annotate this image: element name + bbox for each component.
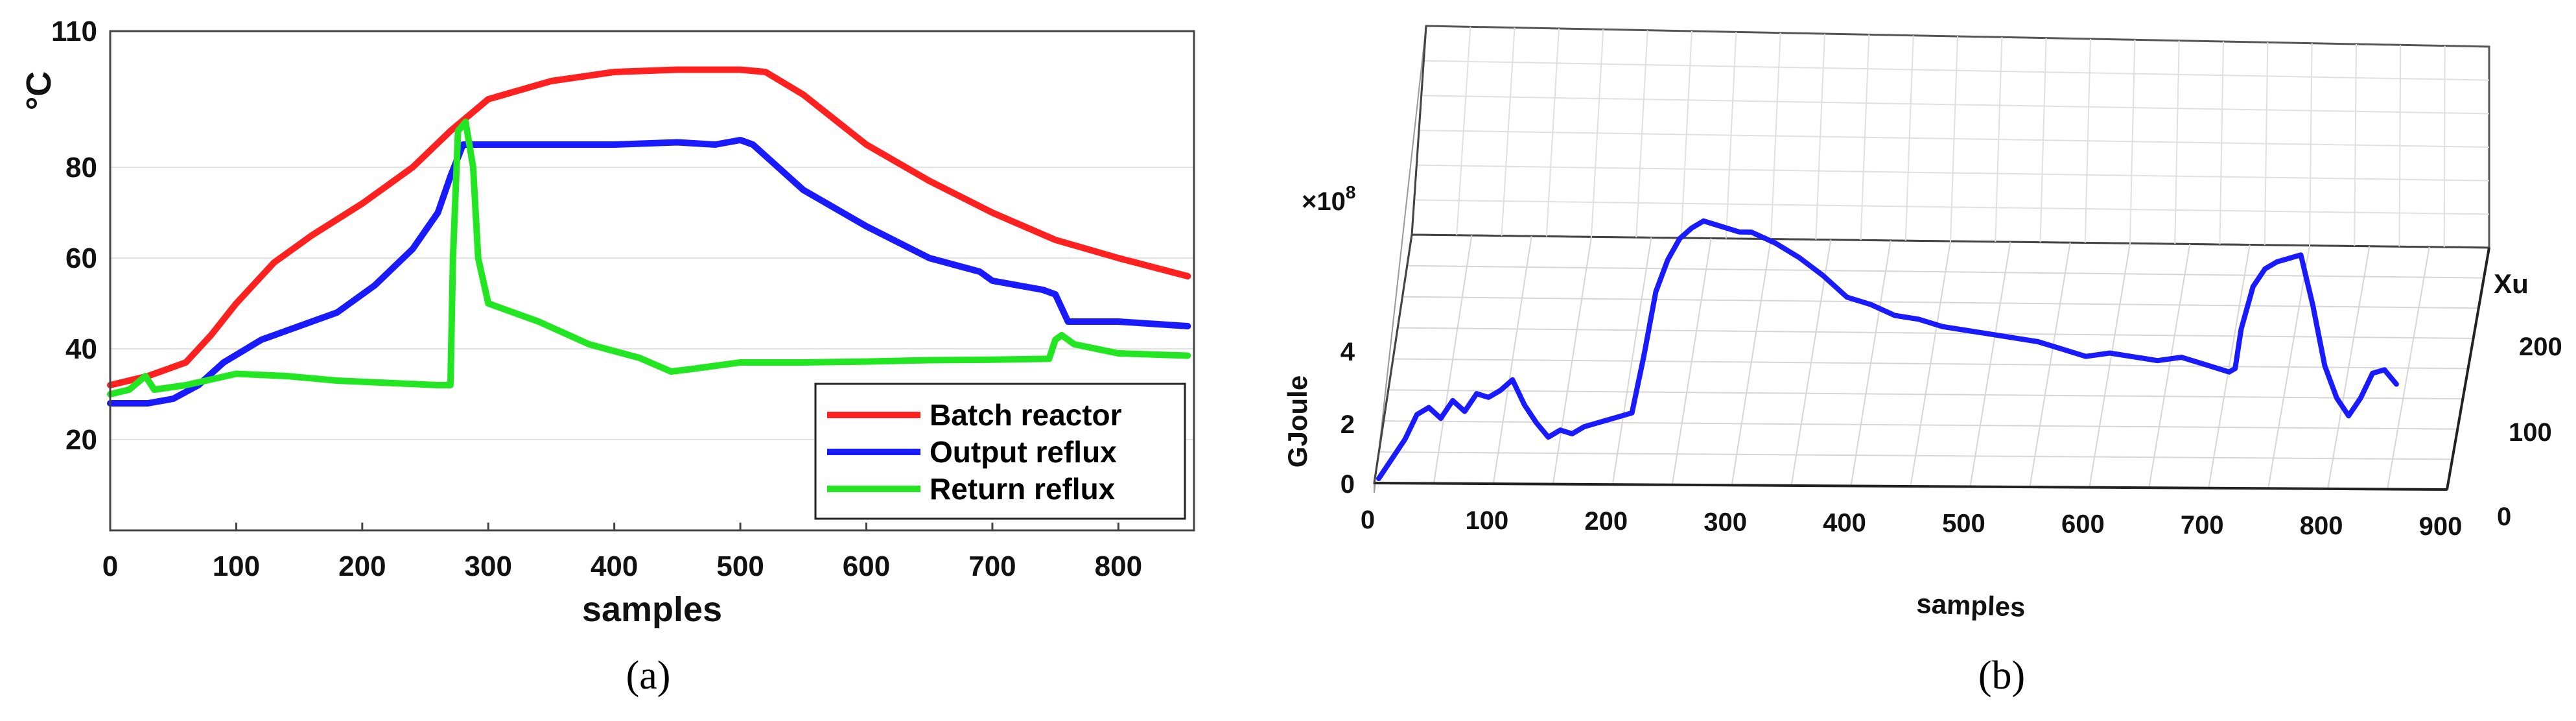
chart-a-x-tick-700: 700 bbox=[968, 550, 1016, 582]
chart-b-back-wall bbox=[1411, 25, 2490, 249]
chart-a-y-tick-labels: 20 40 60 80 110 bbox=[51, 16, 97, 456]
chart-b-x-tick-600: 600 bbox=[2061, 510, 2105, 539]
series-line-batch-reactor bbox=[107, 66, 1191, 388]
chart-a-legend: Batch reactor Output reflux Return reflu… bbox=[814, 383, 1186, 520]
chart-b-caption: (b) bbox=[1978, 654, 2025, 698]
chart-b-z-axis-line bbox=[1373, 234, 1413, 484]
chart-b-back-vertical-edge bbox=[1411, 25, 1427, 235]
chart-b-x-tick-100: 100 bbox=[1466, 506, 1509, 535]
chart-b-x-tick-400: 400 bbox=[1823, 508, 1866, 537]
chart-b-floor-gridline bbox=[1388, 389, 2463, 400]
chart-a-plot-border bbox=[109, 30, 1195, 532]
chart-b-floor-gridline bbox=[1402, 296, 2479, 309]
chart-a-y-tick-20: 20 bbox=[65, 424, 97, 456]
series-line-return-reflux bbox=[107, 119, 1191, 397]
legend-label-return-reflux: Return reflux bbox=[930, 472, 1116, 506]
chart-b-x-tick-500: 500 bbox=[1942, 510, 1985, 538]
chart-a-x-tick-600: 600 bbox=[843, 550, 890, 582]
chart-a-y-tick-40: 40 bbox=[65, 333, 97, 365]
chart-a-caption: (a) bbox=[626, 654, 671, 698]
chart-a-y-tick-80: 80 bbox=[65, 152, 97, 183]
chart-a-y-tick-60: 60 bbox=[65, 242, 97, 274]
chart-b-wall-gridline bbox=[1416, 164, 2490, 182]
chart-b-y-axis-label: Xu bbox=[2494, 268, 2529, 299]
series-line-energy bbox=[1376, 218, 2399, 481]
chart-b-z-scale-label: ×108 bbox=[1302, 182, 1355, 216]
chart-b-y-tick-200: 200 bbox=[2519, 333, 2562, 361]
chart-b-y-tick-100: 100 bbox=[2509, 418, 2552, 447]
chart-b-x-tick-700: 700 bbox=[2181, 511, 2224, 539]
chart-b-y-tick-0: 0 bbox=[2497, 502, 2511, 531]
chart-a-x-tick-300: 300 bbox=[465, 550, 512, 582]
chart-b-x-tick-900: 900 bbox=[2419, 512, 2463, 541]
chart-b-x-tick-200: 200 bbox=[1584, 507, 1628, 536]
chart-b-wall-gridline bbox=[1423, 60, 2490, 81]
chart-b-x-axis-label: samples bbox=[1916, 588, 2026, 622]
chart-b-z-tick-labels: 0 2 4 bbox=[1341, 338, 1355, 499]
chart-b-z-tick-4: 4 bbox=[1341, 338, 1355, 366]
chart-b-wall-gridline bbox=[1414, 199, 2490, 215]
chart-a-series-group bbox=[107, 66, 1191, 407]
chart-b-x-tick-labels: 0 100 200 300 400 500 600 700 800 900 bbox=[1361, 506, 2463, 541]
chart-a-x-tick-0: 0 bbox=[102, 550, 118, 582]
legend-label-batch-reactor: Batch reactor bbox=[930, 398, 1122, 432]
chart-b-wall-gridline bbox=[1421, 95, 2490, 115]
chart-b-right-edge bbox=[2446, 247, 2490, 490]
chart-a-x-tick-800: 800 bbox=[1095, 550, 1142, 582]
chart-b-floor-gridline bbox=[1383, 420, 2458, 430]
chart-b-series-group bbox=[1376, 218, 2399, 481]
chart-b: 0 100 200 300 400 500 600 700 800 900 0 100 200 0 2 4… bbox=[1282, 25, 2562, 698]
chart-b-floor-gridline bbox=[1379, 451, 2453, 460]
chart-b-gridlines bbox=[1374, 27, 2490, 490]
chart-b-y-tick-labels: 0 100 200 bbox=[2497, 333, 2562, 531]
chart-b-z-axis-label: GJoule bbox=[1282, 375, 1313, 467]
chart-b-wall-gridline bbox=[1418, 130, 2490, 148]
chart-a-x-tick-200: 200 bbox=[338, 550, 386, 582]
chart-a-x-tick-labels: 0 100 200 300 400 500 600 700 800 bbox=[102, 523, 1142, 582]
series-line-output-reflux bbox=[107, 137, 1191, 407]
chart-a-x-tick-100: 100 bbox=[213, 550, 260, 582]
chart-b-x-tick-0: 0 bbox=[1361, 506, 1375, 534]
chart-b-x-tick-800: 800 bbox=[2300, 512, 2343, 540]
chart-b-floor-gridline bbox=[1398, 327, 2474, 339]
chart-b-x-tick-300: 300 bbox=[1704, 508, 1747, 536]
chart-b-z-tick-0: 0 bbox=[1341, 470, 1355, 499]
legend-label-output-reflux: Output reflux bbox=[930, 435, 1117, 469]
chart-a-x-axis-label: samples bbox=[582, 590, 722, 629]
chart-a-x-tick-500: 500 bbox=[716, 550, 764, 582]
chart-a-x-tick-400: 400 bbox=[591, 550, 638, 582]
chart-a: 0 100 200 300 400 500 600 700 800 20 40 60 80 110 sa… bbox=[19, 16, 1195, 698]
chart-a-y-axis-label: °C bbox=[19, 71, 58, 111]
chart-a-y-tick-110: 110 bbox=[51, 16, 97, 47]
chart-b-z-tick-2: 2 bbox=[1341, 410, 1355, 439]
chart-b-front-edge bbox=[1374, 482, 2448, 491]
chart-b-floor-gridline bbox=[1392, 358, 2468, 370]
